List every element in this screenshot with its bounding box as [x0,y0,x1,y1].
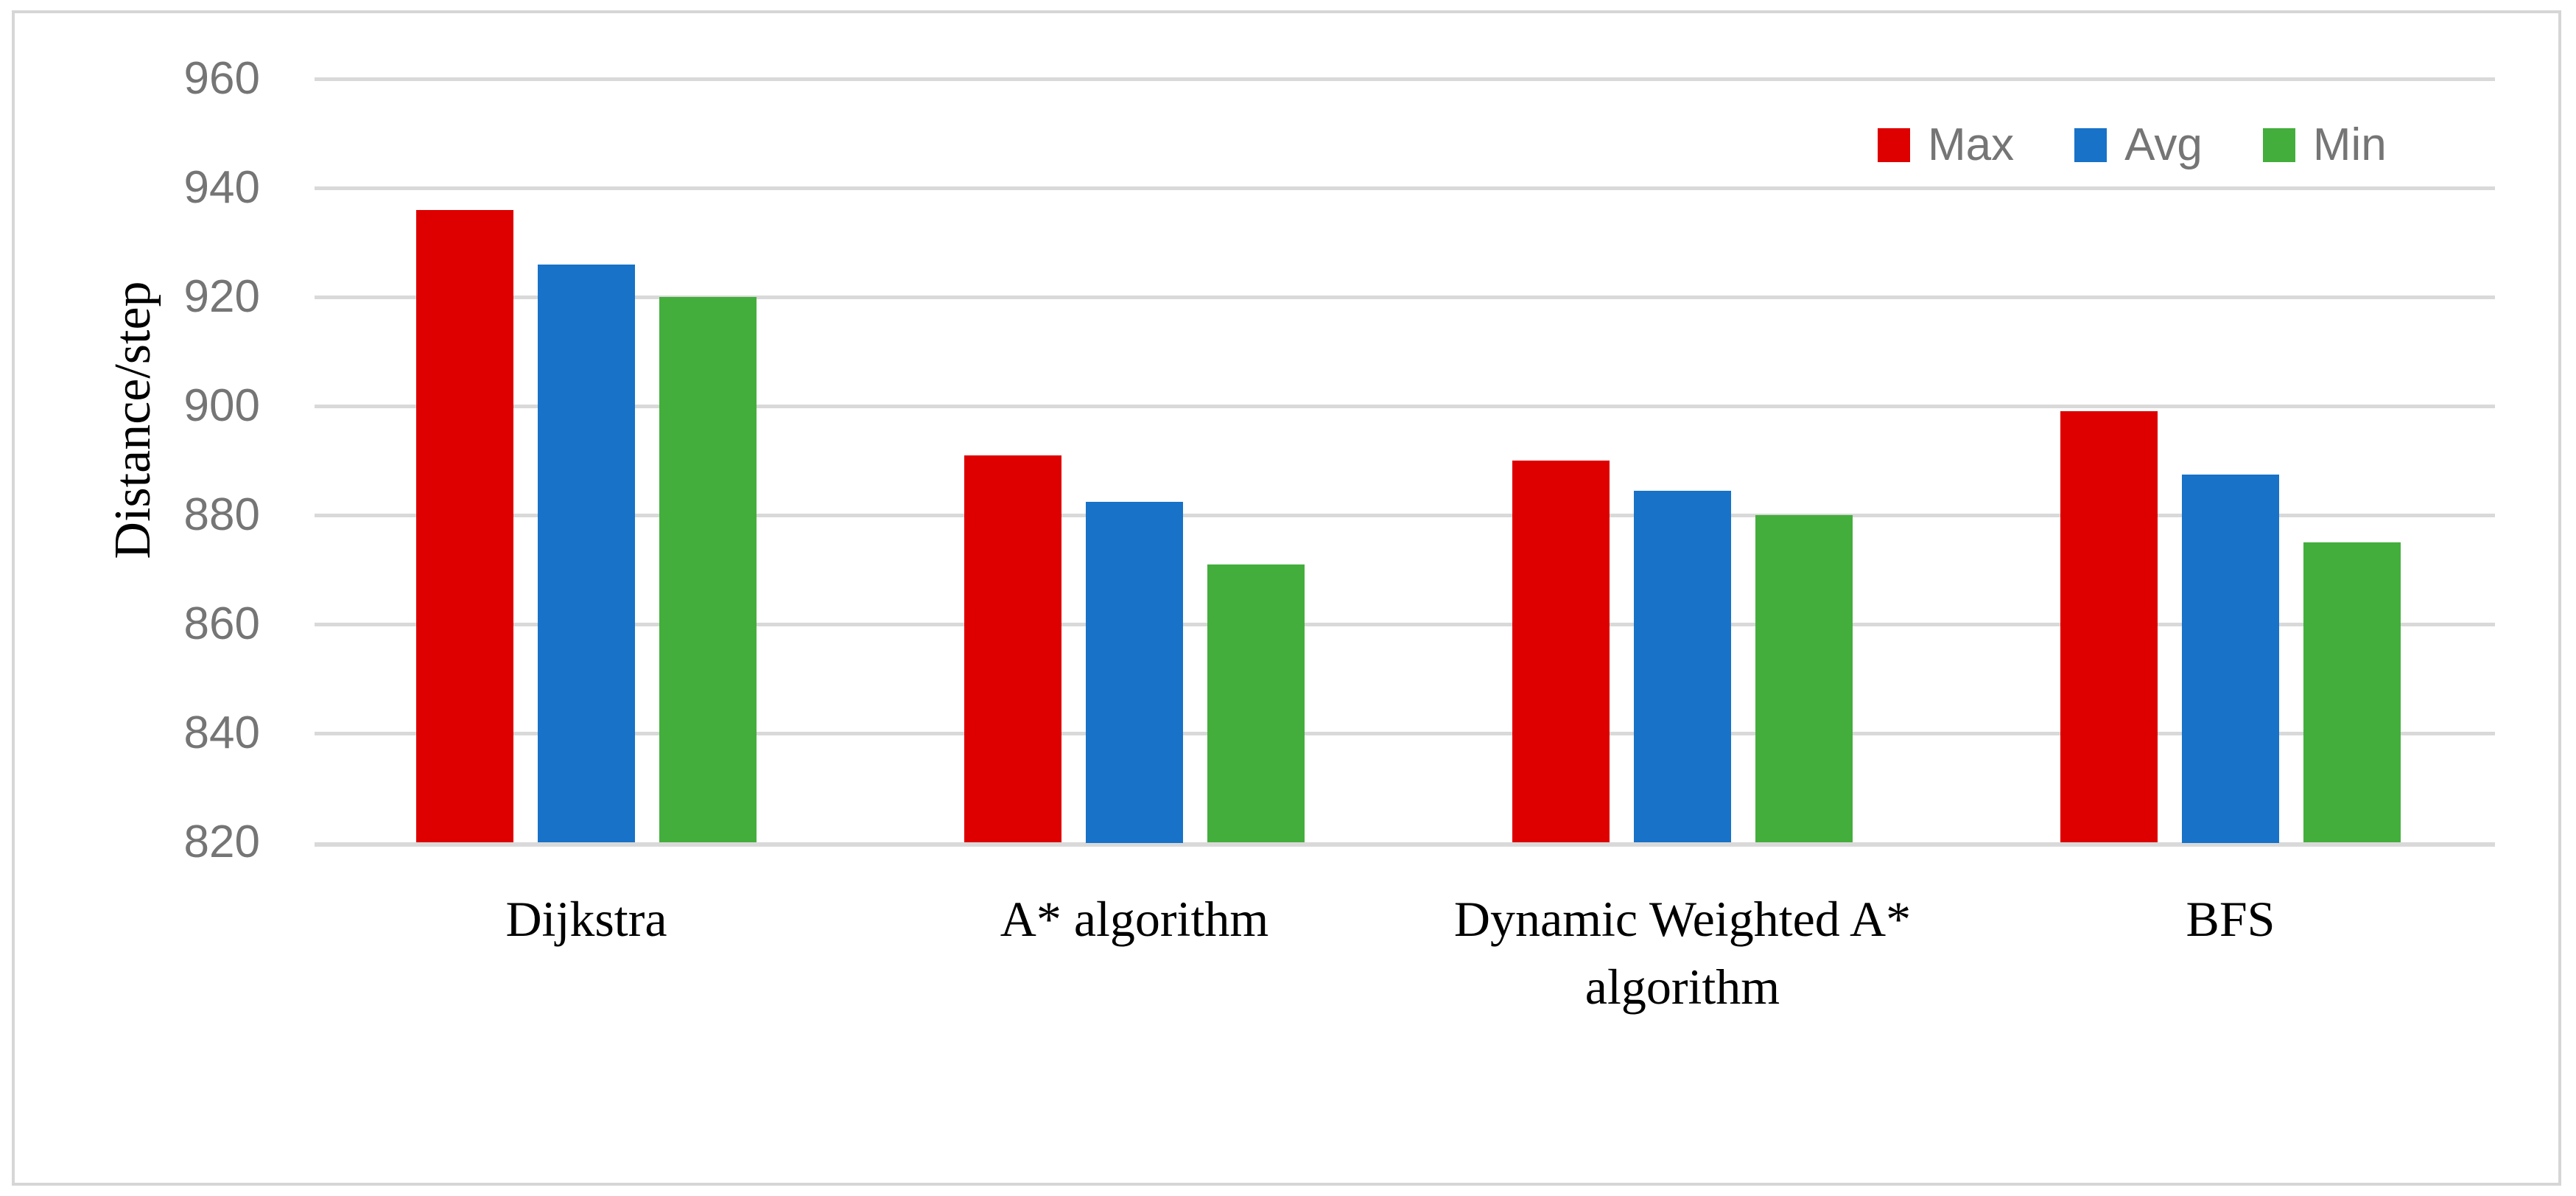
gridline [315,732,2495,735]
gridline [315,405,2495,408]
y-tick-label: 960 [183,53,260,104]
bar-max-a-algorithm [964,455,1061,842]
x-axis-line [315,842,2495,847]
y-tick-label: 940 [183,162,260,213]
bar-avg-bfs [2182,475,2279,843]
legend-label-min: Min [2312,119,2387,170]
x-category-label-a-algorithm: A* algorithm [1000,891,1269,947]
bar-max-dynamic-weighted-a-algorithm [1512,461,1610,842]
gridline [315,514,2495,517]
legend-marker-min [2262,128,2295,162]
bar-min-a-algorithm [1207,564,1305,842]
legend-item-min: Min [2262,119,2387,170]
legend-item-max: Max [1878,122,2014,168]
bar-min-bfs [2303,542,2401,842]
legend-label-avg: Avg [2124,119,2203,170]
gridline [315,295,2495,299]
x-category-label-dynamic-weighted-a-algorithm: Dynamic Weighted A* algorithm [1453,891,1912,1015]
gridline [315,623,2495,626]
bar-max-bfs [2060,411,2158,842]
y-tick-label: 900 [183,380,260,431]
y-axis-title: Distance/step [105,281,161,559]
gridline [315,186,2495,190]
gridline [315,77,2495,81]
legend: Max Avg Min [1878,122,2387,168]
bar-max-dijkstra [416,210,513,842]
legend-label-max: Max [1928,119,2015,170]
y-tick-label: 840 [183,707,260,758]
x-category-label-bfs: BFS [2186,891,2275,947]
bar-min-dijkstra [659,297,757,842]
bar-avg-a-algorithm [1086,502,1183,843]
bar-avg-dijkstra [538,265,635,842]
legend-marker-max [1878,128,1910,162]
y-tick-label: 920 [183,271,260,322]
y-tick-label: 860 [183,598,260,649]
y-tick-label: 820 [183,816,260,867]
bar-min-dynamic-weighted-a-algorithm [1755,515,1853,842]
bar-avg-dynamic-weighted-a-algorithm [1634,491,1731,842]
y-tick-label: 880 [183,489,260,540]
legend-marker-avg [2074,128,2108,162]
legend-item-avg: Avg [2074,122,2203,168]
x-category-label-dijkstra: Dijkstra [505,891,667,947]
